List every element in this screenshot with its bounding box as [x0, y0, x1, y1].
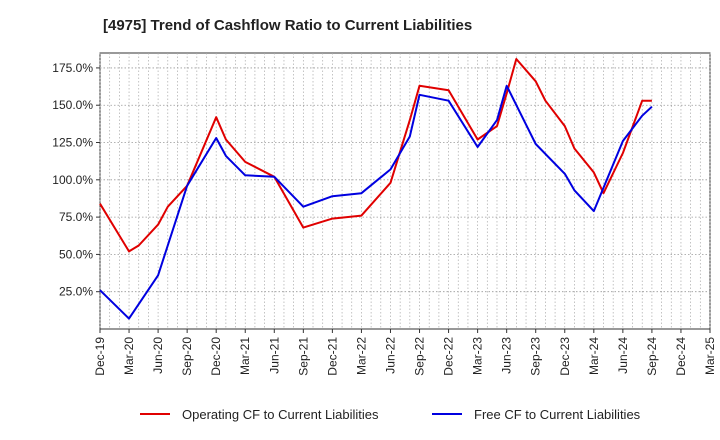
series-line-2	[99, 84, 653, 320]
x-axis: Dec-19 Mar-20 Jun-20 Sep-20 Dec-20 Mar-21 Jun-…	[93, 329, 717, 376]
series-lines	[99, 58, 653, 320]
x-tick-label: Mar-22	[354, 337, 368, 375]
y-tick-label: 50.0%	[59, 247, 93, 261]
y-tick-label: 150.0%	[52, 98, 93, 112]
y-tick-label: 175.0%	[52, 61, 93, 75]
x-tick-label: Mar-25	[703, 337, 717, 375]
x-tick-label: Sep-22	[413, 337, 427, 376]
y-tick-label: 100.0%	[52, 173, 93, 187]
x-tick-label: Dec-22	[442, 337, 456, 376]
plot-area	[99, 52, 711, 330]
y-tick-label: 25.0%	[59, 285, 93, 299]
x-tick-label: Jun-20	[151, 337, 165, 374]
x-tick-label: Dec-24	[674, 337, 688, 376]
x-tick-label: Sep-21	[296, 337, 310, 376]
x-tick-label: Sep-23	[529, 337, 543, 376]
x-tick-label: Mar-24	[587, 337, 601, 375]
x-tick-label: Mar-21	[238, 337, 252, 375]
x-tick-label: Mar-23	[471, 337, 485, 375]
x-tick-label: Dec-23	[558, 337, 572, 376]
legend-label-1: Operating CF to Current Liabilities	[182, 407, 379, 422]
chart-title: [4975] Trend of Cashflow Ratio to Curren…	[103, 17, 472, 34]
x-tick-label: Dec-19	[93, 337, 107, 376]
y-axis: 25.0% 50.0% 75.0% 100.0% 125.0% 150.0% 175.0%	[52, 61, 100, 299]
x-tick-label: Dec-21	[325, 337, 339, 376]
x-tick-label: Jun-23	[500, 337, 514, 374]
x-tick-label: Dec-20	[209, 337, 223, 376]
legend-label-2: Free CF to Current Liabilities	[474, 407, 641, 422]
x-tick-label: Jun-21	[267, 337, 281, 374]
legend: Operating CF to Current Liabilities Free …	[140, 407, 641, 422]
series-line-1	[99, 58, 652, 253]
y-tick-label: 75.0%	[59, 210, 93, 224]
x-tick-label: Mar-20	[122, 337, 136, 375]
x-tick-label: Jun-22	[383, 337, 397, 374]
x-tick-label: Sep-20	[180, 337, 194, 376]
x-tick-label: Sep-24	[645, 337, 659, 376]
x-tick-label: Jun-24	[616, 337, 630, 374]
y-tick-label: 125.0%	[52, 136, 93, 150]
